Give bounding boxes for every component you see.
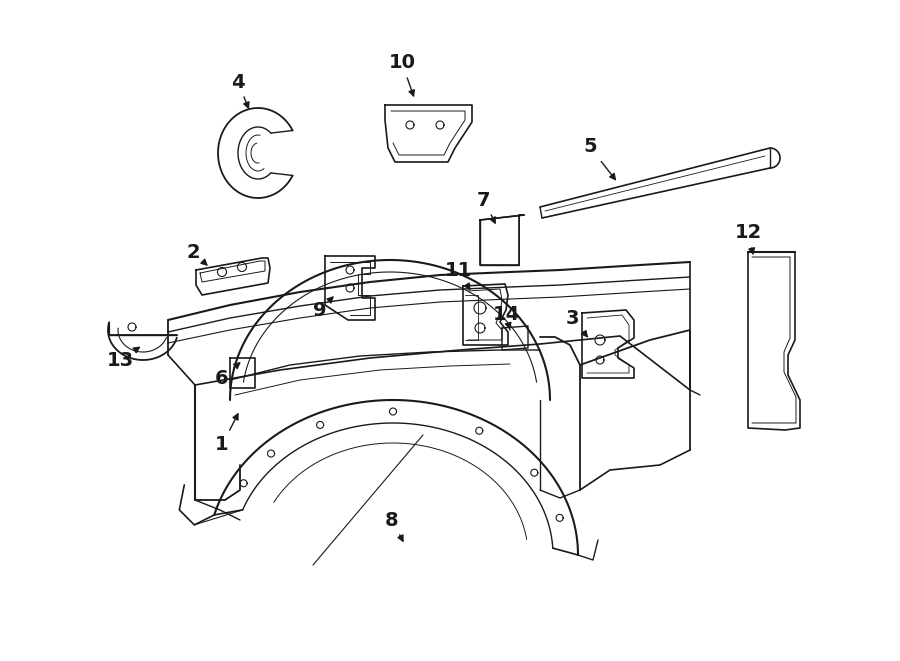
Text: 7: 7 — [477, 190, 495, 223]
Text: 6: 6 — [215, 363, 239, 387]
Text: 9: 9 — [313, 297, 333, 319]
Text: 2: 2 — [186, 243, 207, 265]
Text: 10: 10 — [389, 54, 416, 96]
Text: 11: 11 — [445, 260, 472, 290]
Text: 5: 5 — [583, 137, 616, 180]
Text: 3: 3 — [565, 309, 588, 336]
Text: 13: 13 — [106, 347, 140, 369]
Text: 1: 1 — [215, 414, 238, 455]
Text: 14: 14 — [492, 305, 519, 330]
Text: 4: 4 — [231, 73, 249, 108]
Text: 8: 8 — [385, 510, 403, 541]
Text: 12: 12 — [734, 223, 761, 254]
